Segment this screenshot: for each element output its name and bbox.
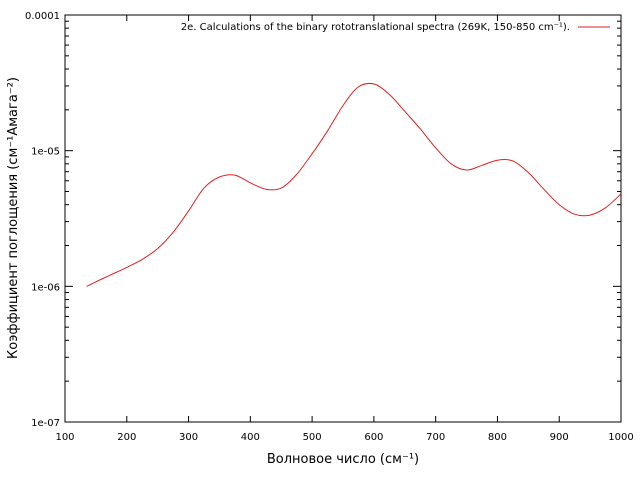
x-tick-label: 1000 <box>608 432 633 443</box>
x-tick-label: 600 <box>364 432 383 443</box>
y-axis: 1e-07 1e-06 1e-05 0.0001 <box>25 11 621 429</box>
x-tick-label: 400 <box>241 432 260 443</box>
y-tick-label: 1e-05 <box>31 147 60 158</box>
series-line-0 <box>86 82 622 287</box>
x-tick-label: 800 <box>488 432 507 443</box>
x-tick-label: 100 <box>55 432 74 443</box>
y-axis-label: Коэффициент поглощения (см⁻¹Амага⁻²) <box>6 77 21 359</box>
legend-series-label: 2e. Calculations of the binary rototrans… <box>181 22 570 33</box>
x-tick-label: 300 <box>179 432 198 443</box>
x-axis-label: Волновое число (см⁻¹) <box>267 452 419 467</box>
x-axis: 100 200 300 400 500 600 700 800 900 1000 <box>55 15 634 443</box>
y-tick-label: 1e-06 <box>31 282 60 293</box>
y-tick-label: 1e-07 <box>31 418 60 429</box>
x-tick-label: 200 <box>117 432 136 443</box>
legend: 2e. Calculations of the binary rototrans… <box>181 22 610 33</box>
series-layer <box>86 82 622 287</box>
y-tick-label: 0.0001 <box>25 11 60 22</box>
x-tick-label: 900 <box>550 432 569 443</box>
plot-frame <box>64 14 622 423</box>
x-tick-label: 500 <box>303 432 322 443</box>
x-tick-label: 700 <box>426 432 445 443</box>
